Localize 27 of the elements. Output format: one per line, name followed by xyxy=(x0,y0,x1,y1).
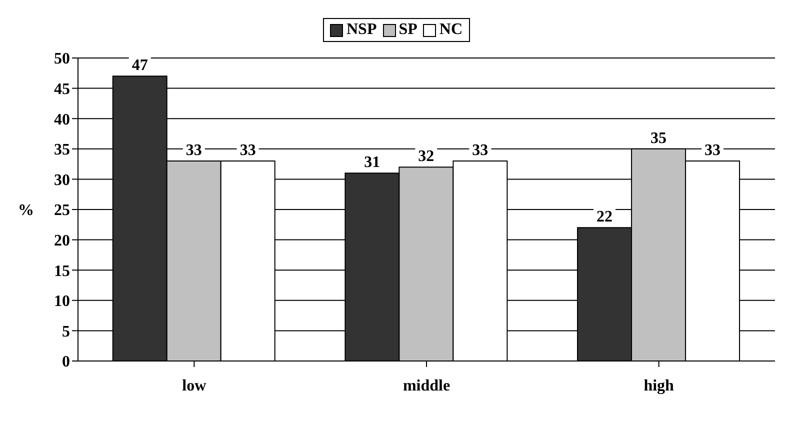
x-tick-label: middle xyxy=(402,377,450,394)
data-label: 33 xyxy=(240,142,256,160)
y-tick-label: 0 xyxy=(62,354,70,371)
data-label: 22 xyxy=(596,208,613,226)
data-label: 33 xyxy=(704,142,721,160)
y-tick-label: 5 xyxy=(62,323,70,340)
data-label: 32 xyxy=(418,148,434,166)
y-tick-label: 40 xyxy=(54,111,70,128)
y-tick-label: 10 xyxy=(54,293,70,310)
x-tick-label: high xyxy=(644,377,674,394)
y-axis-title: % xyxy=(18,202,34,220)
data-label: 47 xyxy=(132,57,148,74)
data-label: 33 xyxy=(472,142,488,160)
x-tick-label: low xyxy=(182,377,207,394)
data-label: 35 xyxy=(650,130,667,147)
y-tick-label: 15 xyxy=(54,262,70,280)
legend-label: SP xyxy=(398,21,418,39)
legend-label: NC xyxy=(438,21,462,39)
data-label: 33 xyxy=(186,142,202,160)
y-tick-label: 50 xyxy=(54,50,70,68)
data-label: 31 xyxy=(364,154,380,172)
y-tick-label: 25 xyxy=(54,202,70,220)
y-tick-label: 20 xyxy=(54,232,70,250)
y-tick-label: 35 xyxy=(54,142,70,159)
y-tick-label: 45 xyxy=(54,80,70,98)
legend-label: NSP xyxy=(345,21,377,39)
y-tick-label: 30 xyxy=(54,172,70,189)
